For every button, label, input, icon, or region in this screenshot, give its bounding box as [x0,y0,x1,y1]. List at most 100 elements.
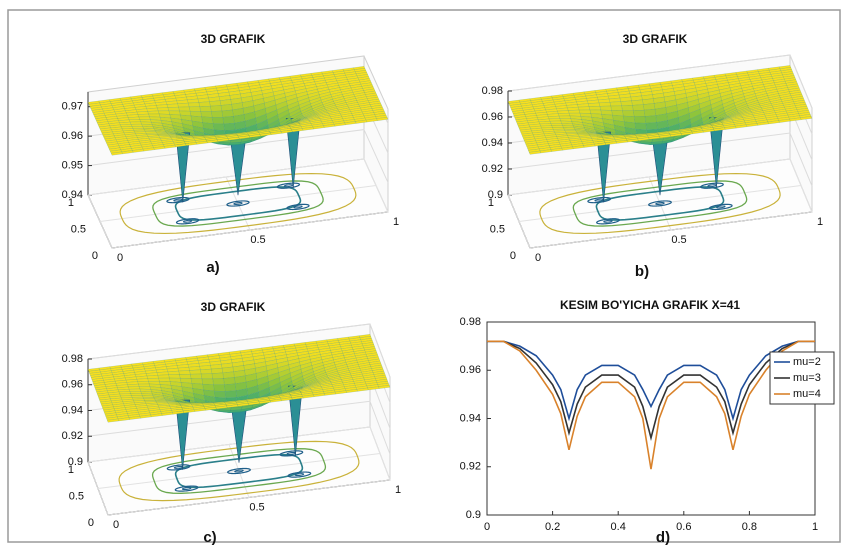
surface-patch [148,111,160,114]
surface-patch [139,117,151,120]
chart-title: 3D GRAFIK [201,300,266,314]
legend-label: mu=4 [793,388,821,400]
surface-patch [635,123,647,130]
z-tick-label: 0.97 [62,101,83,113]
surface-patch [131,393,143,395]
surface-patch [190,374,202,379]
z-tick-label: 0.96 [62,130,83,142]
surface-patch [143,397,155,399]
surface-patch [223,372,235,379]
z-tick-label: 0.92 [482,163,503,175]
x-tick-label: 1 [393,216,399,228]
surface-patch [634,117,646,124]
z-tick-label: 0.95 [62,159,83,171]
surface-patch [201,111,213,117]
surface-patch [569,113,581,116]
surface-patch [559,116,571,119]
x-tick-label: 0.2 [545,521,560,533]
y-tick-label: 0.94 [460,412,481,424]
z-tick-label: 0.92 [62,430,83,442]
surface-patch [201,374,213,379]
surface-patch [643,103,655,110]
y-tick-label: 0.92 [460,461,481,473]
y-tick-label: 1 [68,197,74,209]
surface-patch [622,111,634,117]
surface-patch [144,399,156,401]
surface-patch [200,106,212,111]
surface-patch [551,123,563,125]
surface-patch [222,110,234,117]
surface-patch [644,109,656,116]
surface-patch [147,108,159,111]
surface-patch [148,114,160,117]
surface-patch [128,387,140,390]
x-tick-label: 0.6 [676,521,691,533]
surface-patch [179,370,191,374]
surface-patch [138,381,150,384]
plot-area [487,322,815,515]
surface-patch [223,116,235,124]
surface-patch [224,123,236,130]
surface-patch [622,105,634,110]
surface-patch [212,373,224,379]
surface-patch [158,375,170,378]
surface-patch [148,378,160,381]
x-tick-label: 0.8 [742,521,757,533]
surface-patch [188,102,200,106]
surface-patch [224,377,236,384]
panel-label: d) [656,529,670,546]
surface-patch [588,103,600,107]
surface-patch [200,369,212,374]
surface-patch [633,110,645,116]
y-tick-label: 0 [92,250,98,262]
surface-patch [129,389,141,391]
surface-patch [211,111,223,117]
surface-patch [579,110,591,114]
surface-patch [211,368,223,373]
surface-patch [157,108,169,111]
x-tick-label: 0 [117,252,123,264]
chart-title: 3D GRAFIK [201,32,266,46]
y-tick-label: 0.96 [460,364,481,376]
surface-patch [147,375,159,378]
surface-patch [130,122,142,124]
x-tick-label: 1 [395,484,401,496]
surface-patch [178,103,190,107]
surface-patch [202,379,214,385]
surface-patch [549,119,561,122]
x-tick-label: 1 [812,521,818,533]
y-tick-label: 0.9 [466,509,481,521]
x-tick-label: 0 [113,519,119,531]
surface-patch [213,124,225,131]
surface-patch [144,130,156,132]
surface-patch [178,107,190,111]
surface-patch [210,105,222,111]
surface-patch [578,107,590,110]
panel-label: c) [203,529,216,546]
surface-patch [645,116,657,124]
surface-patch [158,111,170,115]
surface-patch [189,107,201,112]
chart-title: 3D GRAFIK [623,32,688,46]
surface-patch [225,391,237,398]
legend-label: mu=2 [793,356,821,368]
z-tick-label: 0.96 [482,111,503,123]
z-tick-label: 0.96 [62,379,83,391]
surface-patch [148,381,160,384]
z-tick-label: 0.98 [62,353,83,365]
surface-patch [224,384,236,392]
surface-patch [568,110,580,113]
chart-title: KESIM BO'YICHA GRAFIK X=41 [560,298,740,312]
surface-patch [214,391,226,398]
surface-patch [558,113,570,116]
x-tick-label: 0.5 [250,234,265,246]
surface-patch [179,374,191,378]
surface-patch [131,395,143,397]
surface-patch [209,101,221,106]
surface-patch [212,117,224,124]
x-tick-label: 0.5 [249,501,264,513]
surface-patch [168,371,180,375]
surface-patch [213,378,225,384]
panel-label: b) [635,263,649,280]
surface-patch [221,104,233,111]
